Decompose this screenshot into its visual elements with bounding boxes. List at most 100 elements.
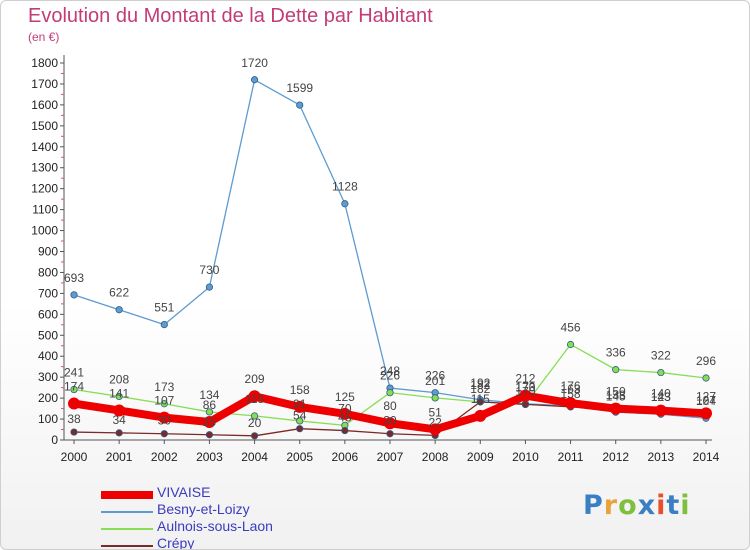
y-tick-label: 300 [38,370,58,384]
data-point [474,409,487,422]
chart-subtitle: (en €) [28,30,60,44]
data-label: 22 [428,415,442,429]
data-label: 127 [696,389,716,403]
data-point [203,415,216,428]
y-tick-label: 200 [38,391,58,405]
data-label: 201 [425,374,445,388]
data-label: 30 [383,414,397,428]
data-label: 1720 [241,56,268,70]
data-label: 104 [696,394,716,408]
y-tick-label: 1000 [31,224,58,238]
data-label: 143 [651,390,671,404]
x-tick-label: 2003 [196,450,223,464]
data-point [158,411,171,424]
data-point [612,366,620,374]
data-label: 51 [428,405,442,419]
data-label: 170 [515,380,535,394]
data-point [113,404,126,417]
data-label: 123 [651,390,671,404]
y-tick-label: 100 [38,412,58,426]
y-tick-label: 400 [38,349,58,363]
data-label: 192 [470,376,490,390]
data-label: 163 [561,382,581,396]
data-label: 141 [109,386,129,400]
data-label: 173 [154,380,174,394]
data-label: 34 [112,413,126,427]
data-point [429,423,442,436]
data-point [250,412,259,420]
data-label: 38 [67,412,81,426]
data-label: 86 [203,398,217,412]
legend-label: Besny-et-Loizy [157,501,250,517]
data-point [205,431,214,439]
data-label: 91 [293,397,307,411]
data-label: 208 [109,372,129,386]
data-label: 176 [561,379,581,393]
data-label: 45 [338,411,352,425]
data-point [160,430,168,438]
data-label: 70 [338,401,352,415]
logo-letter: P [583,490,604,521]
data-label: 158 [561,387,581,401]
data-label: 226 [425,369,445,383]
data-point [205,408,214,416]
data-label: 1599 [286,81,313,95]
x-tick-label: 2000 [61,450,88,464]
data-label: 173 [515,380,535,394]
data-label: 158 [290,383,310,397]
legend-swatch [101,545,153,547]
data-point [476,398,484,406]
data-point [338,407,351,420]
data-point [70,291,78,299]
y-tick-label: 1100 [32,203,58,217]
legend-label: Crépy [157,535,195,550]
data-point [296,101,304,109]
data-point [341,200,349,208]
data-label: 551 [154,301,174,315]
data-point [700,407,712,420]
data-label: 125 [335,390,355,404]
data-point [70,428,78,436]
data-label: 20 [248,416,262,430]
data-label: 296 [696,354,716,368]
data-point [564,397,577,410]
data-label: 456 [561,320,581,334]
data-point [386,389,394,397]
data-point [386,430,394,438]
data-label: 140 [651,387,671,401]
y-tick-label: 1300 [31,161,58,175]
data-point [654,404,667,417]
data-label: 25 [203,415,217,429]
data-point [296,425,304,433]
legend-swatch [101,491,153,499]
data-label: 212 [515,372,535,386]
data-point [115,392,123,401]
x-tick-label: 2008 [422,450,449,464]
logo-letter: x [637,490,657,521]
x-tick-label: 2009 [467,450,494,464]
data-label: 80 [383,399,397,413]
logo-letter: i [680,490,691,521]
data-point [293,400,306,413]
data-point [68,397,80,410]
y-tick-label: 1600 [31,98,58,112]
data-label: 127 [696,393,716,407]
data-label: 730 [199,263,219,277]
x-tick-label: 2004 [241,450,268,464]
data-point [160,320,168,329]
y-tick-label: 1200 [31,182,58,196]
logo-letter: o [618,490,638,521]
x-tick-label: 2010 [512,450,539,464]
y-tick-label: 1700 [31,77,58,91]
x-tick-label: 2001 [106,450,133,464]
x-tick-label: 2006 [332,450,359,464]
data-point [205,283,214,291]
legend-label: VIVAISE [157,484,211,500]
data-label: 322 [651,349,671,363]
data-point [384,417,396,430]
data-label: 241 [64,366,84,380]
x-tick-label: 2013 [648,450,675,464]
data-point [657,368,665,377]
